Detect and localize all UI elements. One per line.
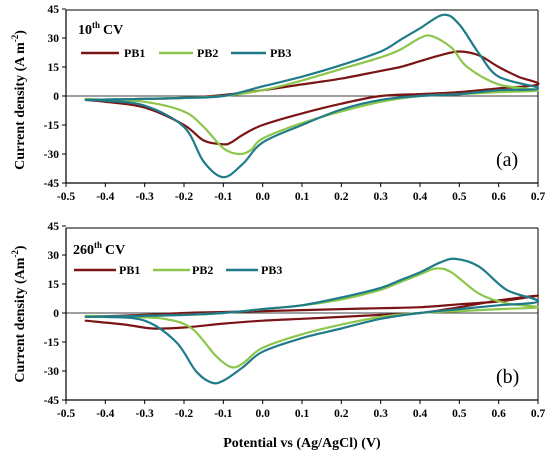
x-tick-label: 0.7 xyxy=(531,191,546,203)
x-ticks-a: -0.5 -0.4 -0.3 -0.2 -0.1 0.0 0.1 0.2 0.3 0.4 0.5 0.… xyxy=(57,183,546,203)
legend-b: PB1 PB2 PB3 xyxy=(74,263,282,277)
x-tick-label: 0.6 xyxy=(491,191,506,203)
series-line-pb3-b xyxy=(84,257,540,385)
x-tick-label: 0.1 xyxy=(295,191,310,203)
x-tick-label: 0.2 xyxy=(334,191,349,203)
legend-label-pb3-b: PB3 xyxy=(261,263,282,277)
x-tick-label: -0.5 xyxy=(57,408,75,420)
y-tick-label: 0 xyxy=(53,91,59,103)
y-tick-label: -30 xyxy=(44,149,60,161)
series-line-pb2-a xyxy=(84,34,540,156)
y-ticks-a: 45 30 15 0 -15 -30 -45 xyxy=(44,4,66,190)
series-line-pb1-b xyxy=(84,294,540,330)
x-tick-label: 0.3 xyxy=(373,408,388,420)
x-tick-label: -0.4 xyxy=(96,191,114,203)
x-tick-label: 0.1 xyxy=(295,408,310,420)
curves-a xyxy=(84,13,540,179)
x-tick-label: 0.5 xyxy=(452,191,467,203)
x-tick-label: 0.0 xyxy=(255,408,270,420)
x-tick-label: 0.4 xyxy=(413,408,428,420)
legend-label-pb3-a: PB3 xyxy=(270,46,291,60)
y-tick-label: -45 xyxy=(44,395,60,407)
x-tick-label: -0.2 xyxy=(175,408,193,420)
cycle-label-b: 260th CV xyxy=(73,240,125,258)
curves-b xyxy=(84,257,540,385)
panel-a: -0.5 -0.4 -0.3 -0.2 -0.1 0.0 0.1 0.2 0.3 0.4 0.5 0.… xyxy=(10,4,545,203)
legend-label-pb2-a: PB2 xyxy=(197,46,218,60)
x-tick-label: 0.2 xyxy=(334,408,349,420)
y-tick-label: -45 xyxy=(44,178,60,190)
cycle-label-a: 10th CV xyxy=(78,20,123,38)
y-tick-label: -30 xyxy=(44,366,60,378)
panel-label-b: (b) xyxy=(496,366,519,388)
y-tick-label: 30 xyxy=(48,250,60,262)
x-tick-label: -0.1 xyxy=(214,408,232,420)
y-axis-label-b: Current density (Am-2) xyxy=(10,245,28,382)
x-tick-label: 0.0 xyxy=(255,191,270,203)
y-tick-label: 45 xyxy=(48,4,60,16)
x-tick-label: 0.5 xyxy=(452,408,467,420)
x-ticks-b: -0.5 -0.4 -0.3 -0.2 -0.1 0.0 0.1 0.2 0.3 0.4 0.5 0.… xyxy=(57,400,546,420)
panel-b: -0.5 -0.4 -0.3 -0.2 -0.1 0.0 0.1 0.2 0.3 0.4 0.5 0.… xyxy=(10,221,545,420)
panel-label-a: (a) xyxy=(496,149,518,171)
x-tick-label: -0.1 xyxy=(214,191,232,203)
x-tick-label: 0.4 xyxy=(413,191,428,203)
x-tick-label: -0.4 xyxy=(96,408,114,420)
x-tick-label: 0.7 xyxy=(531,408,546,420)
x-tick-label: -0.5 xyxy=(57,191,75,203)
legend-label-pb1-a: PB1 xyxy=(124,46,145,60)
legend-a: PB1 PB2 PB3 xyxy=(81,46,291,60)
series-line-pb3-a xyxy=(84,13,540,179)
x-axis-label: Potential vs (Ag/AgCl) (V) xyxy=(223,436,381,451)
y-tick-label: 45 xyxy=(48,221,60,233)
y-tick-label: 30 xyxy=(48,33,60,45)
y-tick-label: 0 xyxy=(53,308,59,320)
y-tick-label: -15 xyxy=(44,337,60,349)
y-tick-label: 15 xyxy=(48,279,60,291)
x-tick-label: -0.3 xyxy=(136,191,154,203)
legend-label-pb2-b: PB2 xyxy=(192,263,213,277)
legend-label-pb1-b: PB1 xyxy=(119,263,140,277)
x-tick-label: -0.2 xyxy=(175,191,193,203)
y-tick-label: 15 xyxy=(48,62,60,74)
y-axis-label-a: Current density (A m-2) xyxy=(10,30,28,170)
y-ticks-b: 45 30 15 0 -15 -30 -45 xyxy=(44,221,66,407)
x-tick-label: -0.3 xyxy=(136,408,154,420)
series-line-pb1-a xyxy=(84,50,540,146)
y-tick-label: -15 xyxy=(44,120,60,132)
x-tick-label: 0.3 xyxy=(373,191,388,203)
x-tick-label: 0.6 xyxy=(491,408,506,420)
